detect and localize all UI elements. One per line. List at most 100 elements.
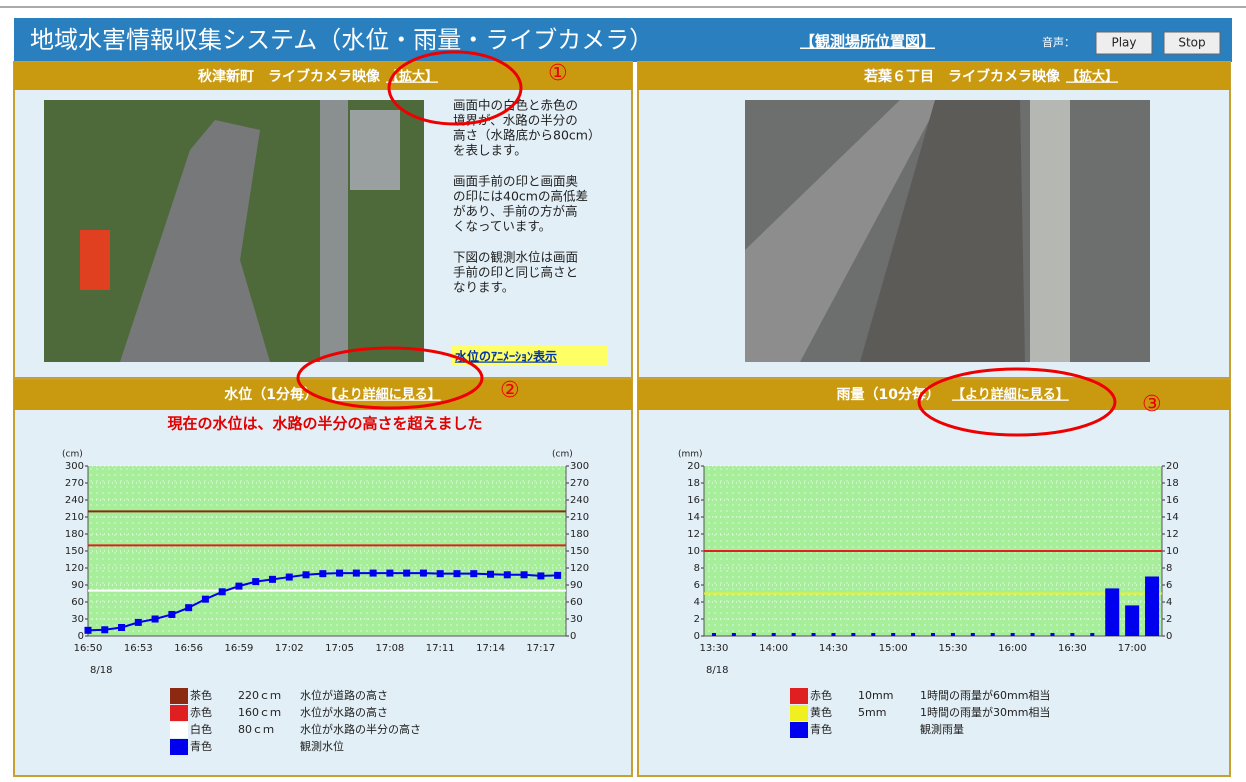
y2-tick-label: 12 <box>1166 529 1179 540</box>
legend-value: 220ｃｍ <box>238 689 281 702</box>
y2-tick-label: 0 <box>570 631 576 642</box>
y2-tick-label: 90 <box>570 580 583 591</box>
bar <box>891 633 896 636</box>
legend-swatch <box>170 688 188 704</box>
zoom-link[interactable]: 【拡大】 <box>386 69 438 85</box>
legend-name: 青色 <box>810 722 832 736</box>
y2-tick-label: 120 <box>570 563 589 574</box>
header-title: 地域水害情報収集システム（水位・雨量・ライブカメラ） <box>30 26 653 54</box>
bar <box>1010 633 1015 636</box>
y2-tick-label: 10 <box>1166 546 1179 557</box>
legend-name: 黄色 <box>810 705 832 719</box>
description-line: くなっています。 <box>453 219 551 234</box>
point <box>537 572 545 580</box>
x-tick-label: 17:17 <box>526 643 555 654</box>
point <box>151 615 159 623</box>
point <box>554 571 562 579</box>
camera-title: 若葉６丁目 ライブカメラ映像 <box>863 68 1061 85</box>
x-tick-label: 16:30 <box>1058 643 1087 654</box>
point <box>487 570 495 578</box>
x-tick-label: 17:00 <box>1118 643 1147 654</box>
description-line: 画面中の白色と赤色の <box>453 98 578 113</box>
play-button[interactable] <box>1095 31 1153 55</box>
point <box>369 569 377 577</box>
x-tick-label: 16:59 <box>225 643 254 654</box>
legend-value: 10mm <box>858 689 893 702</box>
header-bar <box>14 18 1232 62</box>
y-tick-label: 90 <box>71 580 84 591</box>
y2-tick-label: 6 <box>1166 580 1172 591</box>
bar <box>811 633 816 636</box>
x-tick-label: 16:50 <box>74 643 103 654</box>
y-tick-label: 60 <box>71 597 84 608</box>
y2-tick-label: 270 <box>570 478 589 489</box>
play-label[interactable]: Play <box>1111 36 1136 50</box>
y-tick-label: 120 <box>65 563 84 574</box>
y2-tick-label: 2 <box>1166 614 1172 625</box>
y-tick-label: 150 <box>65 546 84 557</box>
y-tick-label: 10 <box>687 546 700 557</box>
y-tick-label: 14 <box>687 512 700 523</box>
point <box>84 626 92 634</box>
point <box>185 604 193 612</box>
y2-tick-label: 16 <box>1166 495 1179 506</box>
legend-name: 茶色 <box>190 688 212 702</box>
annotation-number: ② <box>500 378 520 403</box>
y-tick-label: 180 <box>65 529 84 540</box>
description-line: 境界が、水路の半分の <box>453 113 578 128</box>
detail-link[interactable]: 【より詳細に見る】 <box>952 387 1069 403</box>
camera-image[interactable] <box>44 100 424 362</box>
y2-tick-label: 210 <box>570 512 589 523</box>
stop-button[interactable] <box>1163 31 1221 55</box>
point <box>218 588 226 596</box>
point <box>319 570 327 578</box>
y2-tick-label: 150 <box>570 546 589 557</box>
bar <box>751 633 756 636</box>
legend-swatch <box>790 722 808 738</box>
animation-link[interactable]: 水位のｱﾆﾒｰｼｮﾝ表示 <box>455 349 557 364</box>
legend-name: 白色 <box>190 722 212 736</box>
audio-label: 音声： <box>1042 35 1075 49</box>
zoom-link[interactable]: 【拡大】 <box>1066 69 1118 85</box>
x-tick-label: 17:08 <box>375 643 404 654</box>
y2-tick-label: 20 <box>1166 461 1179 472</box>
x-tick-label: 15:30 <box>938 643 967 654</box>
bar <box>931 633 935 636</box>
description-line: なります。 <box>453 280 514 295</box>
y-tick-label: 12 <box>687 529 700 540</box>
x-tick-label: 16:00 <box>998 643 1027 654</box>
bar <box>1030 633 1035 636</box>
point <box>419 569 427 577</box>
x-tick-label: 14:00 <box>759 643 788 654</box>
bar <box>1090 633 1095 636</box>
x-tick-label: 16:56 <box>174 643 203 654</box>
point <box>285 573 293 581</box>
camera-image[interactable] <box>745 100 1150 362</box>
point <box>268 575 276 583</box>
y2-tick-label: 14 <box>1166 512 1179 523</box>
point <box>134 618 142 626</box>
y2-tick-label: 4 <box>1166 597 1172 608</box>
legend-desc: 1時間の雨量が60mm相当 <box>920 688 1050 702</box>
y-tick-label: 8 <box>694 563 700 574</box>
point <box>386 569 394 577</box>
bar <box>1145 576 1160 636</box>
bar <box>851 633 856 636</box>
legend-desc: 水位が道路の高さ <box>300 688 388 702</box>
map-link[interactable]: 【観測場所位置図】 <box>800 33 935 51</box>
description-line: 高さ（水路底から80cm） <box>453 128 600 143</box>
legend-desc: 観測水位 <box>300 739 344 753</box>
y-tick-label: 0 <box>78 631 84 642</box>
bar <box>1125 605 1140 636</box>
stop-label[interactable]: Stop <box>1178 36 1205 50</box>
plot-area <box>88 466 566 636</box>
point <box>403 569 411 577</box>
x-tick-label: 15:00 <box>879 643 908 654</box>
detail-link[interactable]: 【より詳細に見る】 <box>324 387 441 403</box>
point <box>352 569 360 577</box>
y2-tick-label: 240 <box>570 495 589 506</box>
x-tick-label: 17:14 <box>476 643 505 654</box>
legend-desc: 1時間の雨量が30mm相当 <box>920 705 1050 719</box>
camera-description: 画面中の白色と赤色の境界が、水路の半分の高さ（水路底から80cm）を表します。画… <box>453 98 600 295</box>
y2-tick-label: 8 <box>1166 563 1172 574</box>
